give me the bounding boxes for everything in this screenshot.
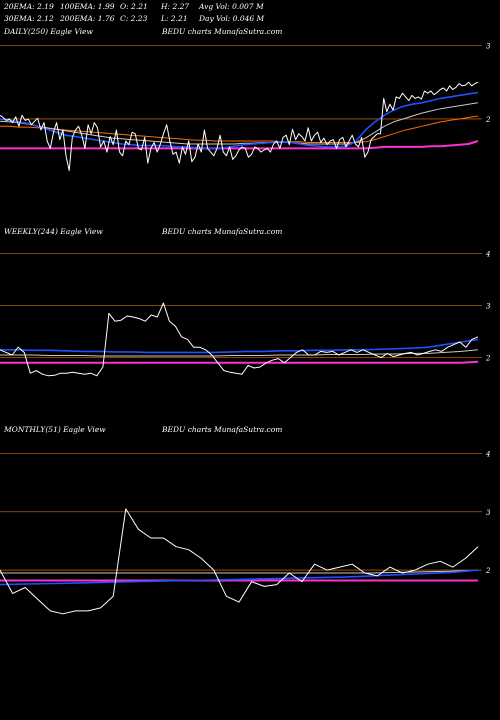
stat-open: O: 2.21: [120, 2, 148, 11]
y-tick-label: 3: [486, 303, 491, 311]
stat-close: C: 2.23: [120, 14, 148, 23]
stat-avg-vol: Avg Vol: 0.007 M: [199, 2, 264, 11]
y-tick-label: 2: [485, 116, 491, 124]
daily-panel-title: DAILY(250) Eagle View: [4, 27, 93, 36]
y-tick-label: 2: [485, 567, 491, 575]
ema-200-line: [0, 360, 479, 364]
stat-day-vol: Day Vol: 0.046 M: [199, 14, 265, 23]
stat-high: H: 2.27: [161, 2, 190, 11]
stat-100ema: 100EMA: 1.99: [60, 2, 115, 11]
monthly-panel-watermark: BEDU charts MunafaSutra.com: [162, 425, 283, 434]
price-line: [0, 302, 479, 377]
monthly-chart-panel: 4 3 2: [0, 450, 491, 615]
ema-mid-line: [0, 102, 479, 145]
price-line: [0, 81, 479, 171]
ema-short-line: [0, 569, 479, 586]
weekly-panel-title: WEEKLY(244) Eagle View: [4, 227, 103, 236]
ema-short-line: [0, 338, 479, 354]
weekly-chart-panel: 4 3 2: [0, 251, 491, 377]
ema-long-line: [0, 115, 479, 143]
stat-low: L: 2.21: [161, 14, 188, 23]
y-tick-label: 4: [485, 450, 490, 458]
stat-20ema: 20EMA: 2.19: [4, 2, 54, 11]
stat-30ema: 30EMA: 2.12: [4, 14, 54, 23]
y-tick-label: 2: [485, 355, 491, 363]
weekly-panel-watermark: BEDU charts MunafaSutra.com: [162, 227, 283, 236]
ema-200-line: [0, 140, 479, 150]
y-tick-label: 3: [486, 509, 491, 517]
price-line: [0, 508, 479, 615]
y-tick-label: 4: [485, 251, 490, 259]
y-tick-label: 3: [486, 42, 491, 50]
ema-mid-line: [0, 349, 479, 357]
ema-mid-line: [0, 569, 479, 574]
daily-chart-panel: 32: [0, 42, 491, 171]
daily-panel-watermark: BEDU charts MunafaSutra.com: [162, 27, 283, 36]
ema-short-line: [0, 91, 479, 150]
stat-200ema: 200EMA: 1.76: [60, 14, 115, 23]
monthly-panel-title: MONTHLY(51) Eagle View: [4, 425, 106, 434]
